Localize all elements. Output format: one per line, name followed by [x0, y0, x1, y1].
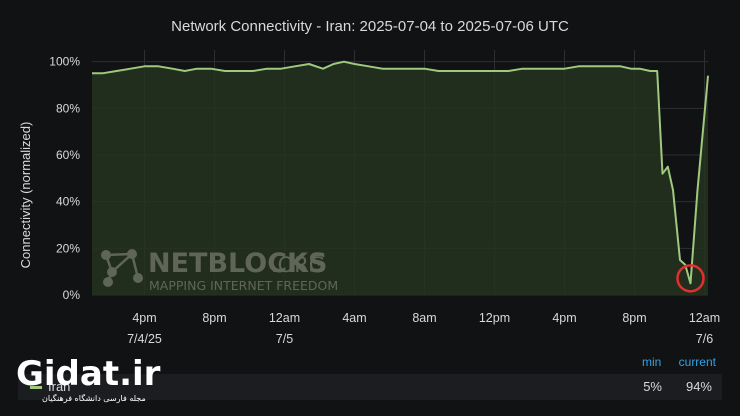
legend-col-current[interactable]: current	[678, 355, 716, 369]
legend-value-min: 5%	[643, 379, 662, 394]
site-logo: Gidat.ir مجله فارسی دانشگاه فرهنگیان	[16, 354, 161, 403]
watermark-logo-node	[127, 249, 137, 259]
x-tick-label: 8pm	[202, 311, 226, 325]
watermark-suffix: .ORG	[271, 253, 325, 277]
chart-title: Network Connectivity - Iran: 2025-07-04 …	[171, 18, 569, 35]
watermark-title: NETBLOCKS	[148, 248, 327, 279]
y-tick-label: 0%	[63, 288, 81, 302]
watermark-logo-node	[107, 267, 117, 277]
x-tick-label: 12am	[689, 311, 720, 325]
series-line-iran	[92, 60, 709, 285]
x-tick-label: 8am	[412, 311, 436, 325]
plot-area	[92, 60, 709, 296]
series-area-iran	[92, 61, 708, 296]
y-tick-label: 40%	[56, 195, 80, 209]
y-tick-label: 60%	[56, 148, 80, 162]
x-tick-sublabel: 7/6	[696, 332, 713, 345]
x-tick-sublabel: 7/5	[276, 332, 293, 345]
x-axis-ticks: 4pm 7/4/25 8pm 12am 7/5 4am 8am 12pm 4pm 8pm 12am 7…	[127, 311, 720, 345]
legend-series-swatch	[30, 386, 42, 389]
x-tick-label: 4pm	[552, 311, 576, 325]
x-tick-sublabel: 7/4/25	[127, 332, 162, 345]
x-tick-label: 8pm	[622, 311, 646, 325]
site-logo-text: Gidat.ir	[16, 354, 161, 394]
legend-series-name[interactable]: Iran	[48, 379, 71, 394]
y-tick-label: 20%	[56, 241, 80, 255]
x-tick-label: 12am	[269, 311, 300, 325]
watermark-tagline: MAPPING INTERNET FREEDOM	[149, 278, 338, 293]
x-tick-label: 4am	[342, 311, 366, 325]
watermark-logo-node	[103, 277, 113, 287]
legend-row[interactable]: Iran 5% 94%	[18, 374, 722, 400]
x-tick-label: 12pm	[479, 311, 510, 325]
y-axis-ticks: 0% 20% 40% 60% 80% 100%	[49, 55, 80, 302]
x-tick-label: 4pm	[132, 311, 156, 325]
site-logo-tagline: مجله فارسی دانشگاه فرهنگیان	[42, 393, 146, 403]
watermark-logo-node	[101, 250, 111, 260]
legend-header: min current	[628, 355, 716, 369]
legend-value-current: 94%	[685, 379, 712, 394]
watermark-logo-node	[133, 273, 143, 283]
y-tick-label: 100%	[49, 55, 80, 69]
y-axis-label: Connectivity (normalized)	[18, 122, 33, 269]
legend-col-min[interactable]: min	[641, 355, 662, 369]
minimum-marker-circle	[676, 264, 705, 293]
y-tick-label: 80%	[56, 101, 80, 115]
